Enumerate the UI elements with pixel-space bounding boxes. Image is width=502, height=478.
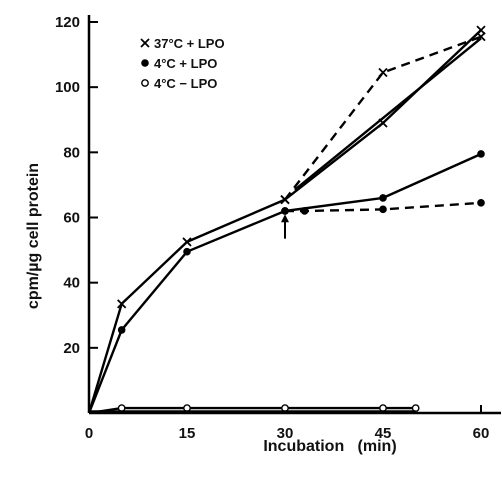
x-marker — [140, 38, 150, 48]
y-tick-label: 20 — [63, 340, 80, 357]
x-tick-label: 45 — [375, 425, 392, 442]
ticks: 0 15 30 45 60 20 40 60 80 100 120 — [55, 14, 489, 442]
x-tick-label: 30 — [277, 425, 294, 442]
y-axis-label: cpm/µg cell protein — [25, 163, 42, 309]
series-line — [87, 29, 482, 414]
x-marker — [280, 194, 290, 205]
legend-label: 4°C − LPO — [154, 76, 217, 91]
y-tick-label: 80 — [63, 144, 80, 161]
filled-circle-marker — [477, 199, 485, 207]
y-tick-label: 60 — [63, 210, 80, 227]
series-line — [284, 35, 482, 201]
series-2 — [88, 404, 420, 415]
y-tick-label: 40 — [63, 275, 80, 292]
legend: 37°C + LPO 4°C + LPO 4°C − LPO — [140, 36, 225, 91]
series-line — [294, 37, 482, 191]
filled-circle-marker — [379, 205, 387, 214]
series-line — [88, 406, 416, 415]
filled-circle-marker — [379, 194, 387, 202]
series-5 — [294, 37, 482, 191]
x-tick-label: 15 — [179, 425, 196, 442]
legend-label: 37°C + LPO — [154, 36, 225, 51]
series-4 — [281, 199, 485, 215]
x-marker — [117, 299, 127, 309]
filled-circle-marker — [141, 59, 149, 67]
series-line — [87, 152, 482, 414]
x-axis-label: Incubation (min) — [263, 438, 396, 455]
filled-circle-marker — [300, 207, 309, 215]
filled-circle-marker — [183, 247, 191, 256]
x-tick-label: 0 — [85, 425, 93, 442]
x-marker — [378, 67, 388, 78]
arrow-annotation — [281, 214, 289, 239]
filled-circle-marker — [117, 326, 126, 334]
filled-circle-marker — [281, 207, 289, 215]
series-1 — [87, 150, 485, 414]
legend-label: 4°C + LPO — [154, 56, 217, 71]
open-circle-marker — [141, 79, 149, 87]
x-tick-label: 60 — [473, 425, 490, 442]
axes — [87, 15, 501, 415]
y-tick-label: 120 — [55, 14, 80, 31]
arrow-head — [281, 214, 289, 223]
series-group — [87, 25, 486, 415]
x-marker — [182, 237, 192, 247]
filled-circle-marker — [477, 150, 485, 158]
annotations — [281, 214, 289, 239]
y-tick-label: 100 — [55, 79, 80, 96]
